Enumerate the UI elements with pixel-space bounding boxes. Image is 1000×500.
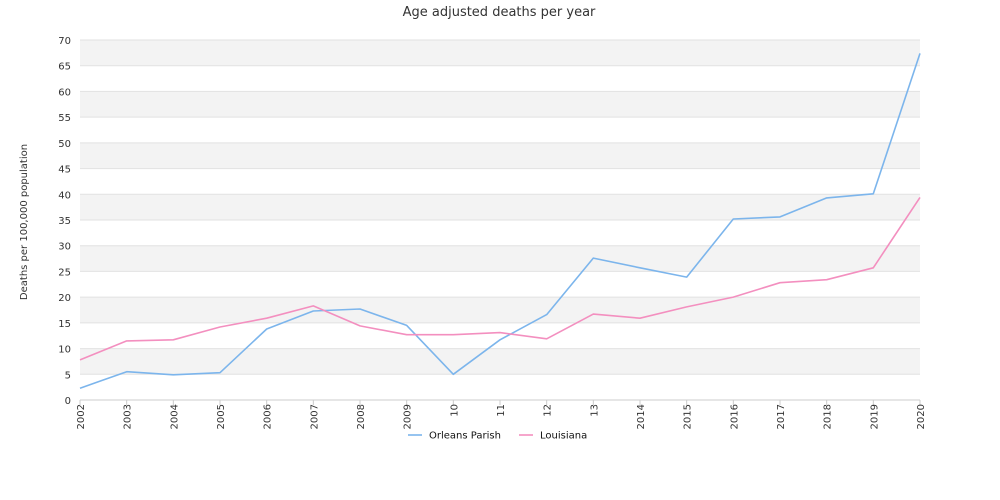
- x-tick-label: 2016: [729, 404, 740, 429]
- x-tick-label: 2009: [403, 404, 414, 429]
- y-axis-label: Deaths per 100,000 population: [19, 144, 30, 300]
- grid-band: [80, 220, 920, 246]
- grid-band: [80, 297, 920, 323]
- y-tick-label: 45: [58, 165, 71, 176]
- chart-title: Age adjusted deaths per year: [403, 5, 596, 20]
- x-tick-label: 2015: [683, 404, 694, 429]
- x-tick-label: 2007: [309, 404, 320, 429]
- grid-band: [80, 348, 920, 375]
- y-tick-label: 55: [58, 113, 71, 124]
- series-layer: [79, 53, 921, 389]
- grid-band: [80, 142, 920, 169]
- y-tick-label: 40: [58, 190, 71, 201]
- grid-band: [80, 91, 920, 118]
- x-tick-label: 13: [589, 404, 600, 417]
- y-tick-label: 5: [65, 370, 71, 381]
- grid-band: [80, 40, 920, 66]
- y-tick-label: 25: [58, 267, 71, 278]
- x-tick-label: 2018: [823, 404, 834, 429]
- grid-band: [80, 194, 920, 220]
- x-tick-label: 2002: [76, 404, 87, 429]
- grid-band: [80, 65, 920, 92]
- y-tick-label: 30: [58, 242, 71, 253]
- x-tick-label: 2014: [636, 404, 647, 429]
- x-tick-label: 2008: [356, 404, 367, 429]
- grid-band: [80, 245, 920, 272]
- x-tick-label: 2020: [916, 404, 927, 429]
- series-line-1: [79, 196, 921, 361]
- legend-label: Louisiana: [540, 431, 587, 442]
- x-tick-label: 2019: [869, 404, 880, 429]
- y-tick-label: 0: [65, 396, 71, 407]
- x-tick-label: 11: [496, 404, 507, 417]
- grid-band: [80, 322, 920, 349]
- series-line-0: [79, 53, 921, 389]
- x-tick-label: 2017: [776, 404, 787, 429]
- grid-band: [80, 117, 920, 143]
- legend-label: Orleans Parish: [429, 431, 501, 442]
- y-tick-label: 60: [58, 87, 71, 98]
- y-tick-label: 15: [58, 319, 71, 330]
- x-tick-label: 2004: [169, 404, 180, 429]
- grid-band: [80, 374, 920, 400]
- grid-band: [80, 271, 920, 298]
- x-tick-label: 2006: [263, 404, 274, 429]
- y-tick-label: 70: [58, 36, 71, 47]
- y-tick-label: 20: [58, 293, 71, 304]
- x-tick-label: 10: [449, 404, 460, 417]
- grid-bands: [80, 40, 920, 400]
- y-tick-label: 35: [58, 216, 71, 227]
- axes: 0 5 10 15 20 25 30 35 40 45 50 55 60 65 70 2002 2003 2004…: [58, 36, 927, 429]
- y-tick-label: 65: [58, 62, 71, 73]
- gridlines: [80, 39, 920, 401]
- y-tick-label: 10: [58, 345, 71, 356]
- grid-band: [80, 168, 920, 195]
- x-tick-label: 2005: [216, 404, 227, 429]
- y-tick-label: 50: [58, 139, 71, 150]
- x-tick-label: 12: [543, 404, 554, 417]
- legend: Orleans Parish Louisiana: [408, 431, 587, 442]
- x-tick-label: 2003: [123, 404, 134, 429]
